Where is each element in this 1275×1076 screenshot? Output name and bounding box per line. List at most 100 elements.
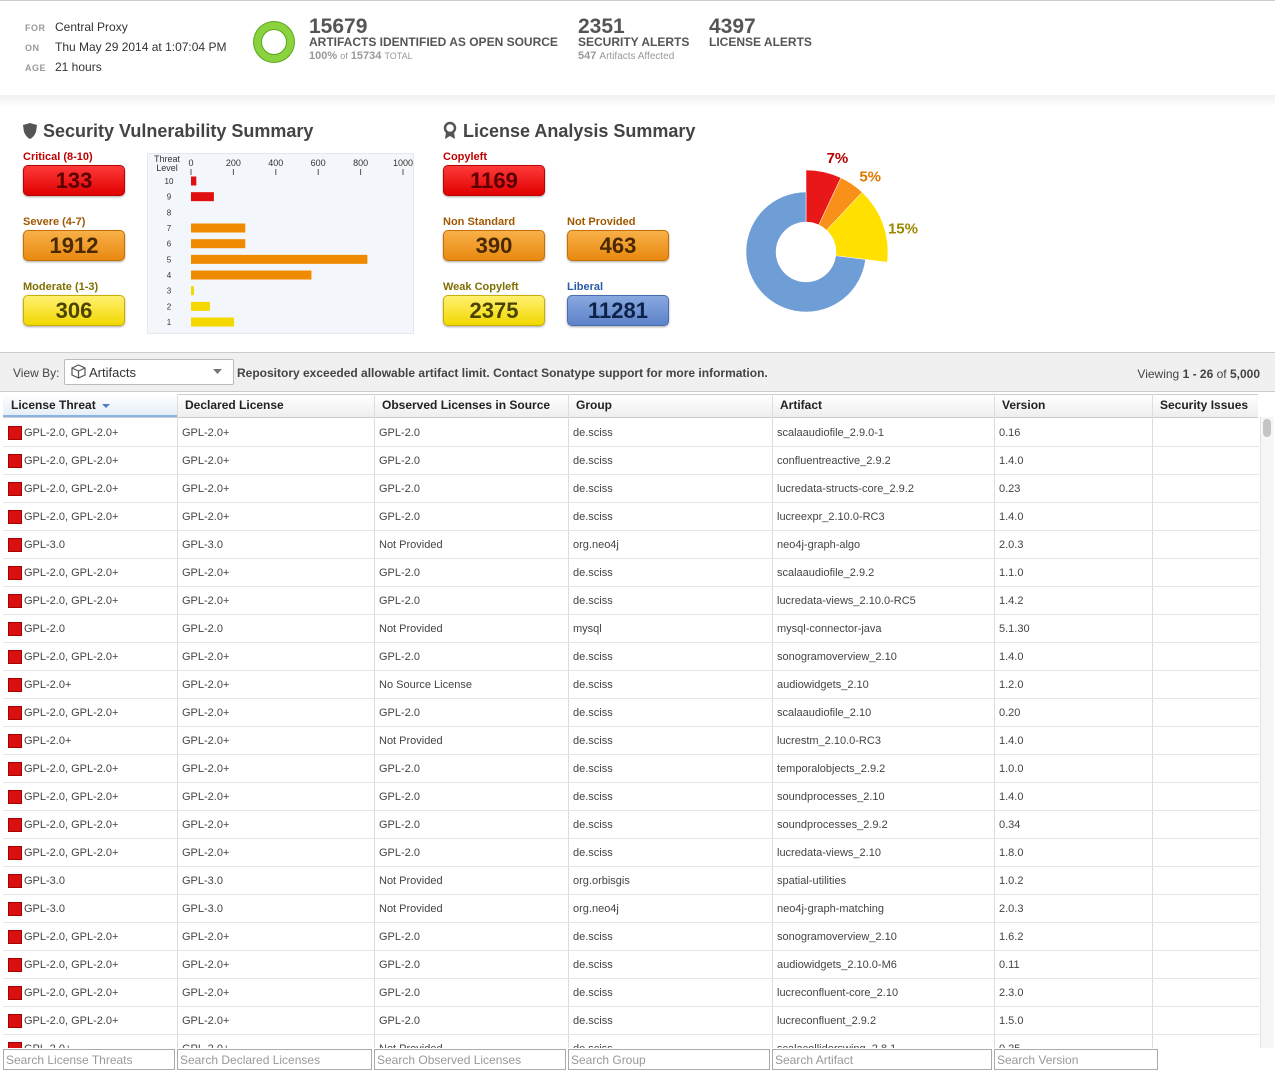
cell: 1.4.0: [999, 735, 1024, 747]
x-tick-label: 600: [311, 158, 326, 168]
threat-square: [8, 566, 22, 580]
badge-label: Critical (8-10): [23, 151, 93, 163]
cell: audiowidgets_2.10: [777, 679, 869, 691]
cell: de.sciss: [573, 427, 613, 439]
search-input[interactable]: Search Artifact: [772, 1049, 992, 1070]
cell: GPL-2.0+: [182, 763, 230, 775]
meta-value: 21 hours: [55, 60, 102, 74]
cell: soundprocesses_2.9.2: [777, 819, 888, 831]
cell: GPL-2.0: [379, 791, 420, 803]
cell: GPL-3.0: [182, 539, 223, 551]
ribbon-tail: [445, 132, 455, 139]
cell: GPL-2.0: [379, 707, 420, 719]
row-divider: [3, 866, 1259, 867]
cell: GPL-2.0+: [182, 931, 230, 943]
cell: scalaaudiofile_2.10: [777, 707, 872, 719]
column-header[interactable]: Version: [1002, 398, 1046, 412]
cell: 1.4.2: [999, 595, 1024, 607]
range: 1 - 26: [1182, 367, 1214, 381]
search-input[interactable]: Search Observed Licenses: [374, 1049, 566, 1070]
row-divider: [3, 530, 1259, 531]
row-divider: [3, 810, 1259, 811]
threat-square: [8, 706, 22, 720]
row-divider: [3, 838, 1259, 839]
threat-square: [8, 874, 22, 888]
row-divider: [3, 754, 1259, 755]
cell: de.sciss: [573, 959, 613, 971]
y-tick-label: 1: [167, 318, 172, 327]
column-divider: [374, 394, 375, 1048]
y-tick-label: 4: [167, 271, 172, 280]
column-header[interactable]: Declared License: [185, 398, 284, 412]
search-input[interactable]: Search License Threats: [3, 1049, 175, 1070]
stat-count: 15679: [309, 15, 368, 38]
cell: confluentreactive_2.9.2: [777, 455, 891, 467]
bar: [191, 223, 246, 233]
threat-square: [8, 454, 22, 468]
scroll-thumb[interactable]: [1263, 419, 1271, 437]
affected-label: Artifacts Affected: [599, 51, 675, 62]
column-header[interactable]: Group: [576, 398, 612, 412]
column-header[interactable]: Security Issues: [1160, 398, 1249, 412]
cell: GPL-2.0, GPL-2.0+: [24, 763, 119, 775]
stat-label: LICENSE ALERTS: [709, 35, 812, 49]
cell: 2.0.3: [999, 539, 1024, 551]
meta-label: AGE: [25, 63, 47, 73]
section-title: License Analysis Summary: [463, 121, 696, 141]
shield: [23, 123, 37, 139]
top-border: [0, 0, 1275, 1]
scroll-track: [1260, 417, 1274, 1048]
cell: GPL-2.0+: [182, 959, 230, 971]
cell: 5.1.30: [999, 623, 1030, 635]
cell: org.neo4j: [573, 539, 619, 551]
search-input[interactable]: Search Declared Licenses: [177, 1049, 372, 1070]
column-header[interactable]: Artifact: [780, 398, 823, 412]
cell: de.sciss: [573, 679, 613, 691]
stat-count: 4397: [709, 15, 756, 38]
search-input[interactable]: Search Version: [994, 1049, 1158, 1070]
viewing: Viewing: [1137, 367, 1180, 381]
cell: 1.4.0: [999, 651, 1024, 663]
ribbon-icon: [443, 121, 457, 139]
cell: mysql-connector-java: [777, 623, 882, 635]
badge: 1169: [443, 165, 545, 196]
cell: GPL-2.0+: [182, 1015, 230, 1027]
row-divider: [3, 950, 1259, 951]
search-input[interactable]: Search Group: [568, 1049, 770, 1070]
column-header[interactable]: License Threat: [11, 398, 96, 412]
limit-message: Repository exceeded allowable artifact l…: [237, 366, 768, 380]
ring-inner: [262, 30, 286, 54]
cell: de.sciss: [573, 455, 613, 467]
cell: 2.3.0: [999, 987, 1024, 999]
cell: GPL-2.0, GPL-2.0+: [24, 819, 119, 831]
cell: GPL-2.0: [379, 959, 420, 971]
cell: GPL-2.0, GPL-2.0+: [24, 651, 119, 663]
cell: GPL-2.0+: [182, 511, 230, 523]
cell: de.sciss: [573, 595, 613, 607]
cell: GPL-2.0: [379, 427, 420, 439]
cell: GPL-2.0: [379, 567, 420, 579]
threat-square: [8, 930, 22, 944]
badge: 2375: [443, 295, 545, 326]
badge-label: Moderate (1-3): [23, 281, 99, 293]
table-header: [3, 394, 1258, 418]
y-tick-label: 10: [165, 177, 174, 186]
cell: GPL-2.0, GPL-2.0+: [24, 959, 119, 971]
cell: 1.8.0: [999, 847, 1024, 859]
cell: 1.5.0: [999, 1015, 1024, 1027]
badge-label: Not Provided: [567, 216, 636, 228]
column-header[interactable]: Observed Licenses in Source: [382, 398, 551, 412]
cell: GPL-2.0, GPL-2.0+: [24, 511, 119, 523]
cell: soundprocesses_2.10: [777, 791, 885, 803]
progress-ring: [253, 21, 295, 63]
cell: GPL-2.0+: [182, 567, 230, 579]
cell: org.orbisgis: [573, 875, 630, 887]
bar: [191, 317, 235, 327]
view-by-dropdown[interactable]: [64, 359, 234, 385]
cell: 1.0.2: [999, 875, 1024, 887]
stat-sub: 547 Artifacts Affected: [578, 50, 674, 62]
cell: GPL-2.0+: [182, 679, 230, 691]
total-label: TOTAL: [384, 51, 413, 61]
cell: de.sciss: [573, 707, 613, 719]
bar: [191, 192, 214, 202]
